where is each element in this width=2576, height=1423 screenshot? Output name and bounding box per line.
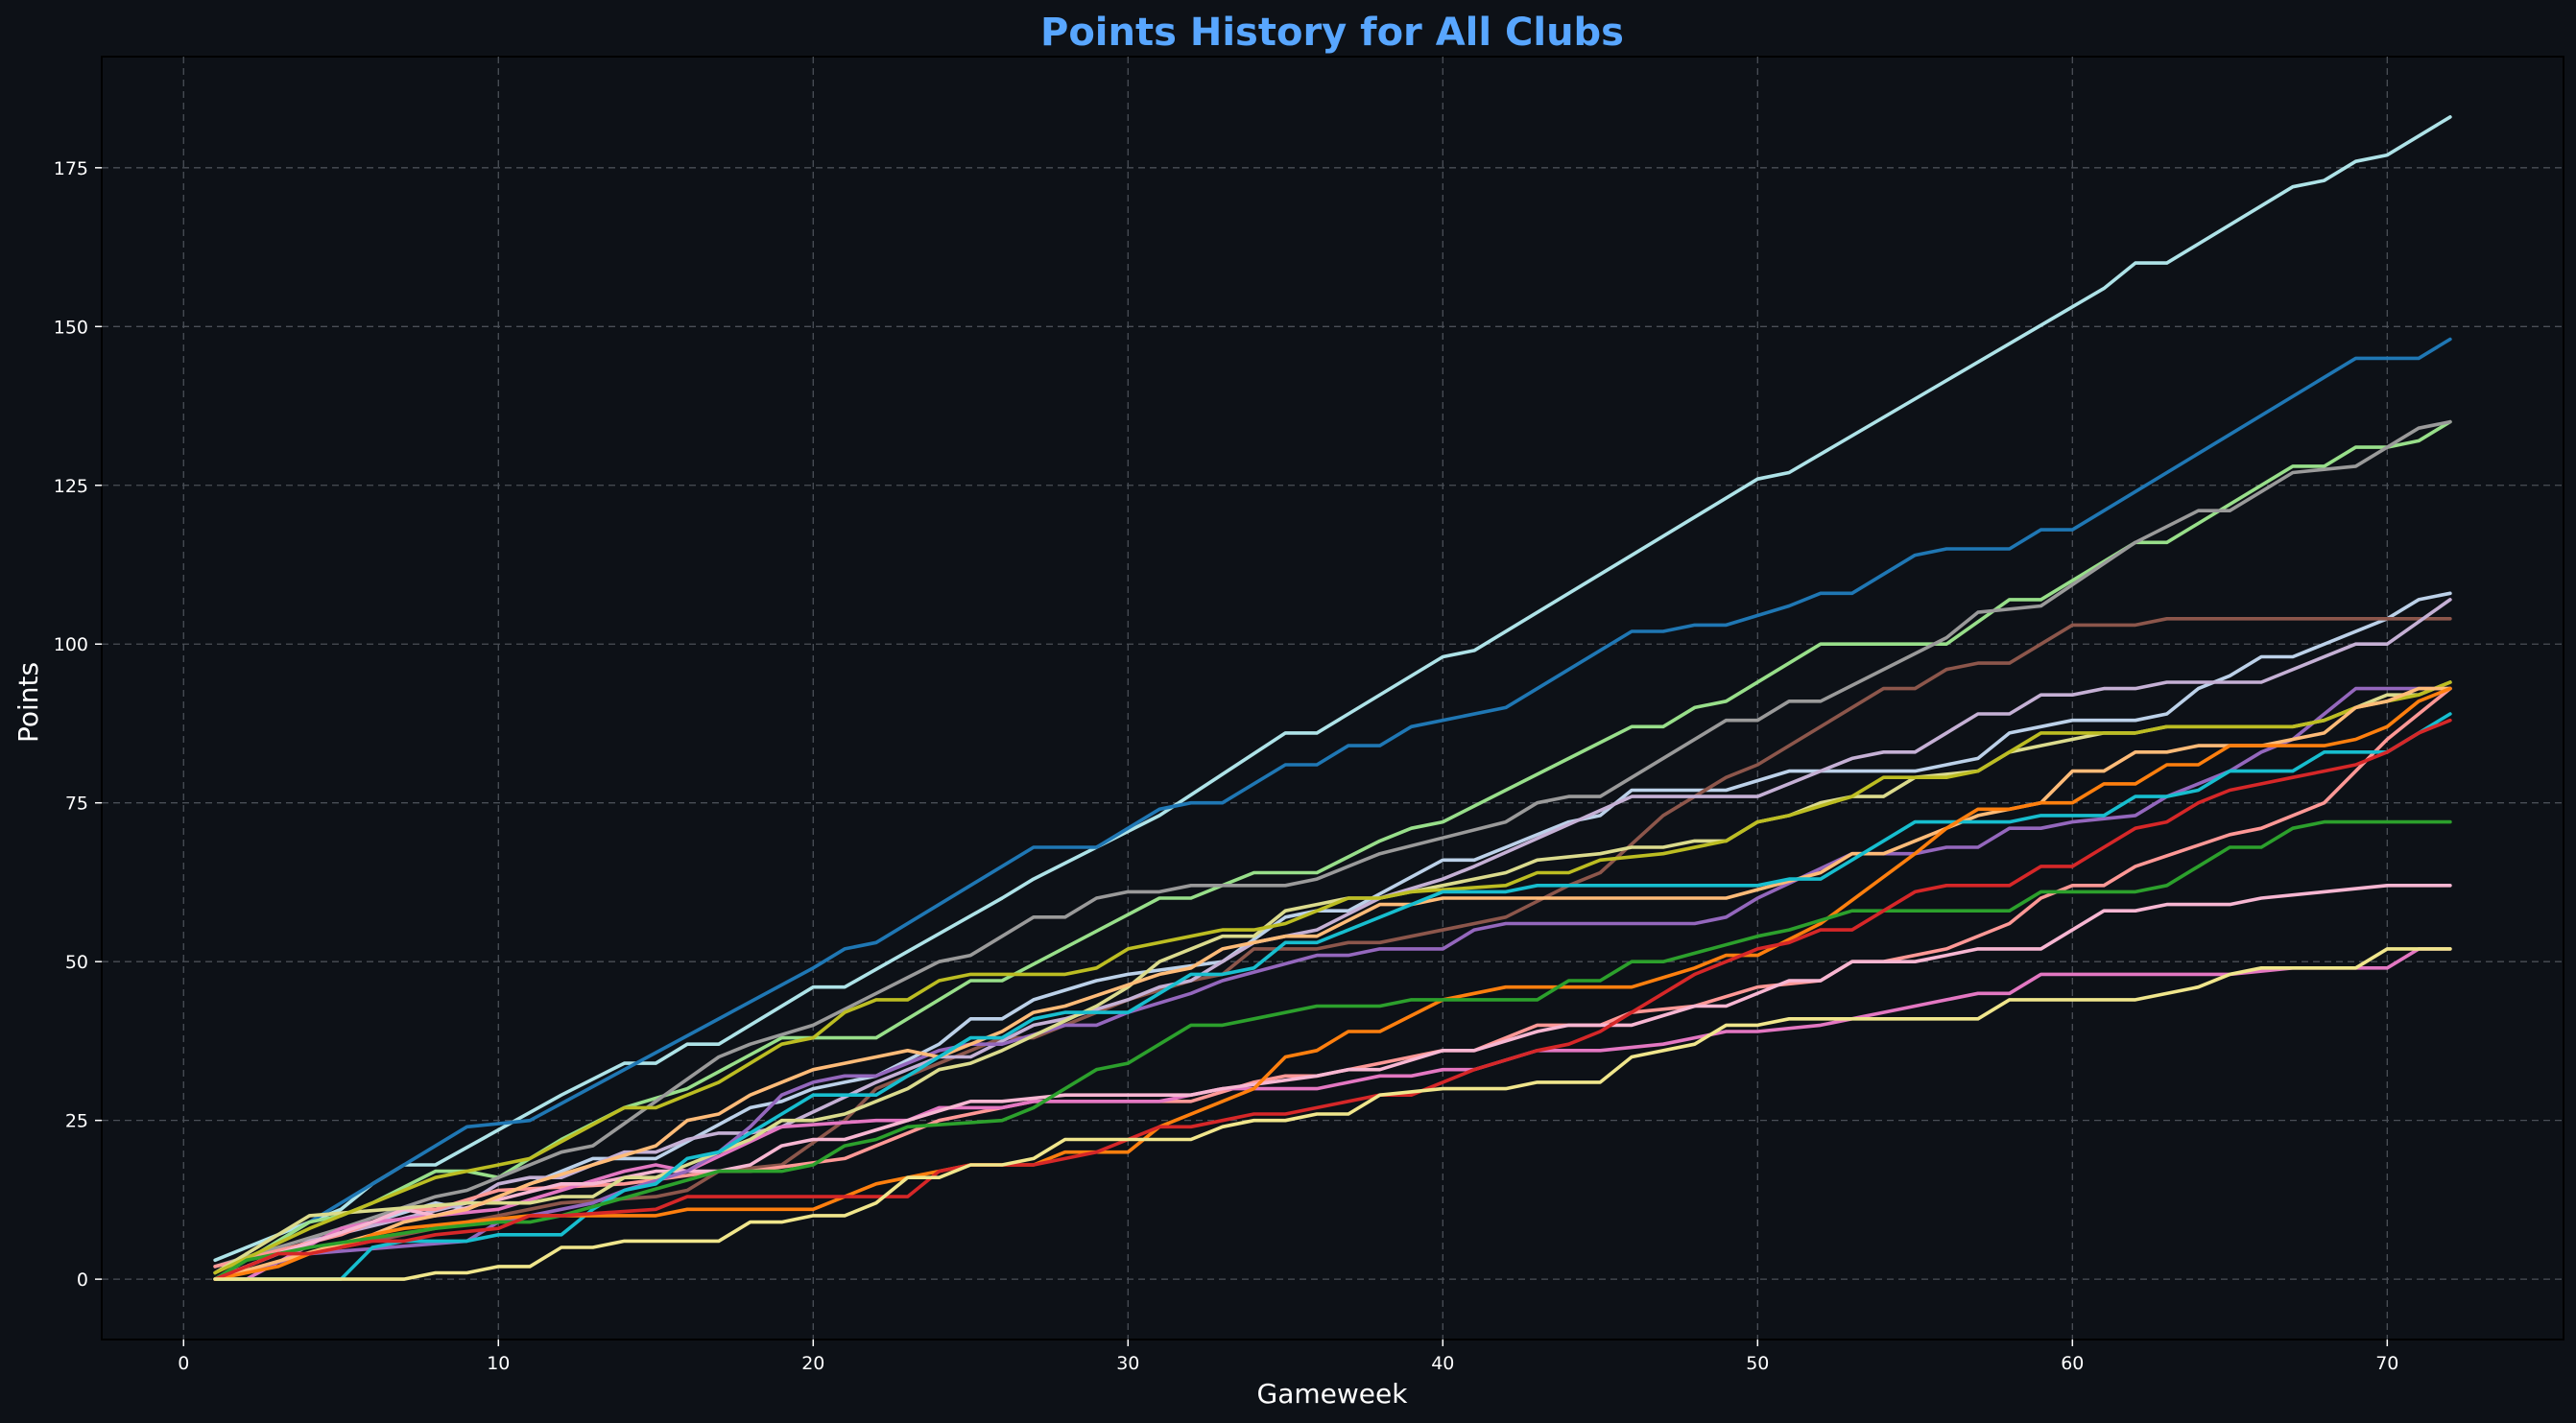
y-tick-label: 75	[65, 794, 88, 815]
x-tick-label: 40	[1431, 1353, 1454, 1374]
series-line-16	[213, 686, 2452, 1281]
y-tick-label: 100	[54, 634, 88, 655]
y-axis-label: Points	[12, 662, 44, 743]
y-tick-label: 125	[54, 476, 88, 497]
series-line-13	[213, 680, 2452, 1275]
chart-title: Points History for All Clubs	[1040, 11, 1624, 55]
plot-area	[101, 56, 2564, 1340]
x-tick-label: 60	[2061, 1353, 2084, 1374]
y-tick-label: 25	[65, 1111, 88, 1132]
y-tick-label: 175	[54, 158, 88, 179]
series-line-15	[213, 712, 2452, 1281]
y-tick-label: 50	[65, 952, 88, 973]
series-line-10	[213, 883, 2452, 1281]
tick-labels: 0 10 20 30 40 50 60 70 0 25 50 75 100 125 150 175	[54, 158, 2399, 1374]
series-line-17	[213, 819, 2452, 1281]
y-tick-label: 0	[77, 1269, 88, 1291]
series-line-4	[213, 419, 2452, 1269]
y-tick-label: 150	[54, 317, 88, 338]
series-line-2	[213, 337, 2452, 1281]
x-tick-label: 50	[1746, 1353, 1769, 1374]
series-line-19	[213, 947, 2452, 1281]
series-line-1	[213, 115, 2452, 1263]
series-line-18	[213, 718, 2452, 1281]
x-tick-label: 0	[178, 1353, 189, 1374]
x-tick-label: 70	[2375, 1353, 2398, 1374]
series-line-9	[213, 947, 2452, 1281]
x-axis-label: Gameweek	[1257, 1378, 1409, 1410]
series-lines	[213, 115, 2452, 1281]
series-line-14	[213, 686, 2452, 1281]
x-tick-label: 30	[1116, 1353, 1139, 1374]
series-line-5	[213, 591, 2452, 1281]
x-tick-label: 10	[487, 1353, 510, 1374]
x-tick-label: 20	[801, 1353, 824, 1374]
